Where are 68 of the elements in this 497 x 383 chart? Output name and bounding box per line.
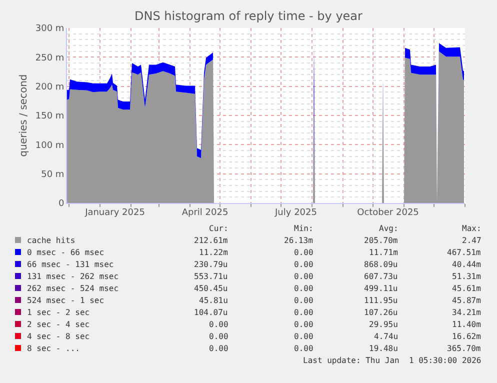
x-tick-label: July 2025: [274, 208, 317, 218]
x-tick-label: April 2025: [182, 208, 228, 218]
text: 26.13m: [284, 236, 314, 245]
text: 2.47: [462, 236, 482, 245]
text: 0.00: [294, 248, 314, 257]
text: Avg:: [379, 224, 398, 233]
text: 230.79u: [194, 260, 228, 269]
text: 0.00: [294, 308, 314, 317]
legend-label: 524 msec - 1 sec: [27, 296, 104, 305]
text: 0.00: [294, 332, 314, 341]
text: 11.40m: [452, 320, 482, 329]
text: 40.44m: [452, 260, 482, 269]
text: 4.74u: [374, 332, 398, 341]
y-tick-label: 300 m: [35, 24, 64, 34]
x-tick-label: January 2025: [84, 208, 145, 218]
y-tick-label: 150 m: [35, 112, 64, 122]
text: 467.51m: [447, 248, 481, 257]
text: 553.71u: [194, 272, 228, 281]
legend-label: 262 msec - 524 msec: [27, 284, 119, 293]
text: 607.73u: [364, 272, 398, 281]
legend-label: 2 sec - 4 sec: [27, 320, 90, 329]
text: 107.26u: [364, 308, 398, 317]
y-tick-label: 0: [58, 199, 64, 210]
text: 868.09u: [364, 260, 398, 269]
text: 45.61m: [452, 284, 482, 293]
legend-label: 131 msec - 262 msec: [27, 272, 119, 281]
text: 0.00: [209, 320, 228, 329]
legend-label: 0 msec - 66 msec: [27, 248, 104, 257]
text: Min:: [294, 224, 314, 233]
y-axis-title: queries / second: [18, 74, 30, 157]
text: Last update: Thu Jan 1 05:30:00 2026: [303, 356, 482, 365]
y-tick-label: 50 m: [41, 170, 64, 180]
text: 11.22m: [199, 248, 228, 257]
text: 0.00: [294, 260, 314, 269]
text: 0.00: [294, 272, 314, 281]
legend-label: 1 sec - 2 sec: [27, 308, 90, 317]
text: 205.70m: [364, 236, 398, 245]
y-tick-label: 250 m: [35, 53, 64, 64]
text: 51.31m: [452, 272, 482, 281]
chart-title: DNS histogram of reply time - by year: [134, 9, 363, 24]
text: Cur:: [209, 224, 228, 233]
legend-label: cache hits: [27, 236, 76, 245]
text: 16.62m: [452, 332, 482, 341]
text: 34.21m: [452, 308, 482, 317]
text: 0.00: [294, 344, 314, 353]
text: 0.00: [294, 320, 314, 329]
text: 11.71m: [369, 248, 398, 257]
text: 0.00: [294, 296, 314, 305]
legend-label: 4 sec - 8 sec: [27, 332, 90, 341]
text: 19.48u: [369, 344, 398, 353]
legend-label: 8 sec - ...: [27, 344, 80, 353]
text: 29.95u: [369, 320, 398, 329]
text: 111.95u: [364, 296, 398, 305]
text: 0.00: [294, 284, 314, 293]
text: 45.81u: [199, 296, 228, 305]
text: 0.00: [209, 332, 228, 341]
text: Max:: [462, 224, 482, 233]
legend-label: 66 msec - 131 msec: [27, 260, 114, 269]
text: 45.87m: [452, 296, 482, 305]
text: 104.07u: [194, 308, 228, 317]
text: 0.00: [209, 344, 228, 353]
text: 365.70m: [447, 344, 481, 353]
x-tick-label: October 2025: [357, 208, 419, 218]
text: 499.11u: [364, 284, 398, 293]
y-tick-label: 200 m: [35, 82, 64, 92]
y-tick-label: 100 m: [35, 140, 64, 151]
text: 450.45u: [194, 284, 228, 293]
text: 212.61m: [194, 236, 228, 245]
